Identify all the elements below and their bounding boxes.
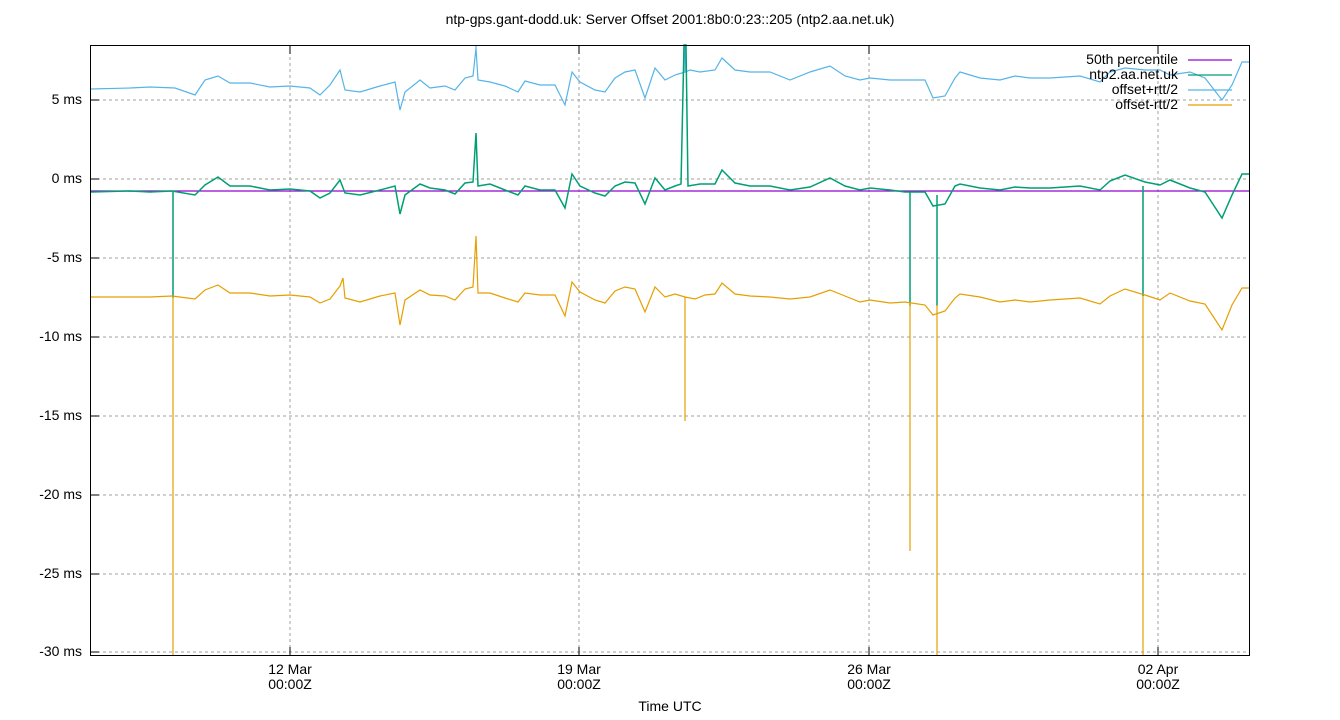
x-axis-label: Time UTC <box>638 698 702 714</box>
y-tick-label: 0 ms <box>51 170 82 186</box>
x-tick-time: 00:00Z <box>268 676 312 692</box>
x-tick-date: 02 Apr <box>1137 661 1179 677</box>
y-tick-label: -30 ms <box>39 643 82 659</box>
legend-label-offset-minus-rtt: offset-rtt/2 <box>1115 96 1178 112</box>
chart-title: ntp-gps.gant-dodd.uk: Server Offset 2001… <box>445 11 895 27</box>
x-tick-time: 00:00Z <box>557 676 601 692</box>
legend-label-offset-plus-rtt: offset+rtt/2 <box>1111 81 1178 97</box>
grid <box>91 45 1249 655</box>
y-tick-label: -25 ms <box>39 565 82 581</box>
y-tick-label: -10 ms <box>39 328 82 344</box>
axes-frame <box>90 45 1250 656</box>
x-tick-time: 00:00Z <box>847 676 891 692</box>
legend-box <box>1188 59 1232 106</box>
x-tick-date: 19 Mar <box>557 661 601 677</box>
y-tick-label: -5 ms <box>47 249 82 265</box>
x-tick-time: 00:00Z <box>1136 676 1180 692</box>
series-ntp2 <box>90 44 1249 306</box>
y-tick-label: -15 ms <box>39 407 82 423</box>
x-tick-26-mar: 26 Mar 00:00Z <box>824 662 914 692</box>
y-tick-label: -20 ms <box>39 486 82 502</box>
y-tick-label: 5 ms <box>51 91 82 107</box>
x-tick-02-apr: 02 Apr 00:00Z <box>1113 662 1203 692</box>
legend-label-ntp2: ntp2.aa.net.uk <box>1089 66 1178 82</box>
x-tick-19-mar: 19 Mar 00:00Z <box>534 662 624 692</box>
x-tick-date: 12 Mar <box>268 661 312 677</box>
series-offset-minus-rtt <box>91 235 1249 655</box>
x-tick-12-mar: 12 Mar 00:00Z <box>245 662 335 692</box>
legend-label-50th-percentile: 50th percentile <box>1086 51 1178 67</box>
x-tick-date: 26 Mar <box>847 661 891 677</box>
